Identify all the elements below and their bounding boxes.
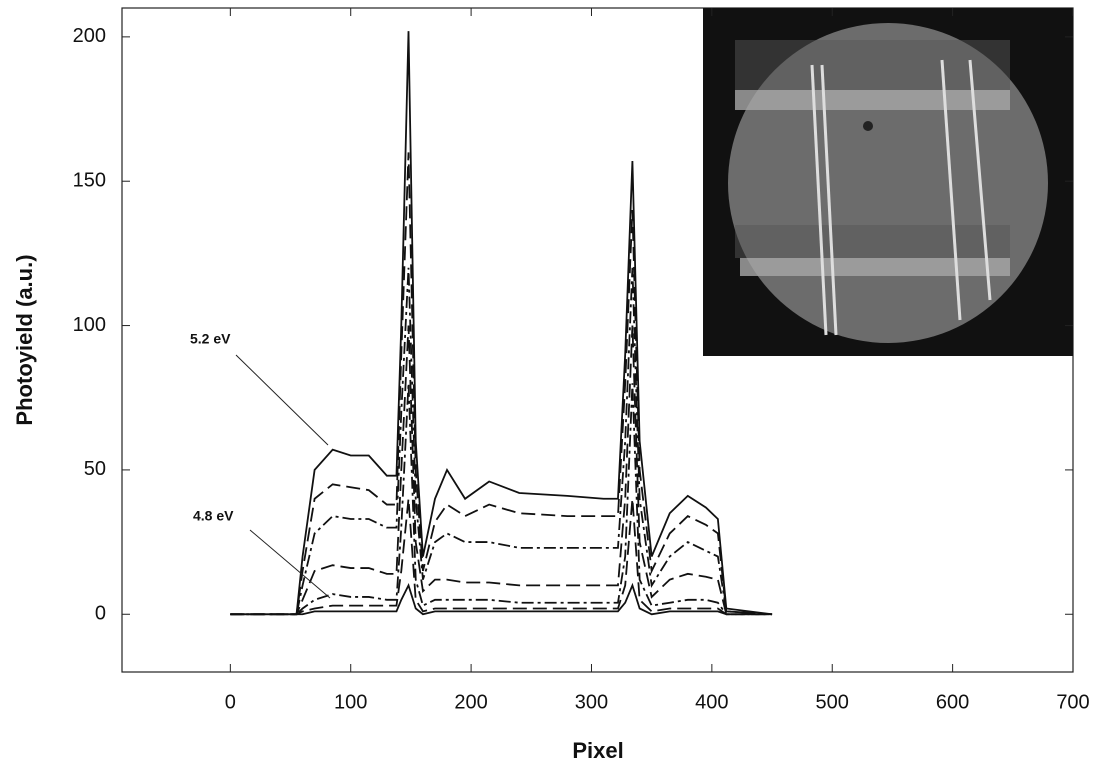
inset-wire: [820, 64, 838, 336]
annotation: 5.2 eV: [190, 331, 231, 347]
data-line: [230, 498, 773, 616]
annotation: 4.8 eV: [193, 508, 234, 524]
x-axis-label: Pixel: [572, 738, 623, 763]
inset-wire: [810, 64, 828, 336]
y-tick-label: 150: [73, 169, 106, 191]
annotation-arrow: [249, 529, 331, 599]
y-axis-label: Photoyield (a.u.): [12, 254, 37, 425]
inset-stripe: [735, 90, 1010, 110]
inset-band: [735, 40, 1010, 90]
inset-band: [735, 225, 1010, 258]
x-tick-label: 200: [454, 691, 487, 713]
x-tick-label: 700: [1056, 691, 1089, 713]
data-line: [230, 152, 773, 616]
x-tick-label: 600: [936, 691, 969, 713]
data-line: [230, 31, 773, 616]
x-tick-label: 0: [225, 691, 236, 713]
x-tick-label: 400: [695, 691, 728, 713]
y-tick-label: 100: [73, 314, 106, 336]
inset-image: [703, 8, 1073, 356]
data-line: [230, 582, 773, 616]
x-tick-label: 100: [334, 691, 367, 713]
x-tick-label: 500: [816, 691, 849, 713]
annotation-arrow: [235, 354, 329, 446]
inset-stripe: [740, 258, 1010, 276]
y-tick-label: 0: [95, 603, 106, 625]
data-line: [230, 325, 773, 616]
x-tick-label: 300: [575, 691, 608, 713]
y-tick-label: 200: [73, 25, 106, 47]
inset-wire: [968, 59, 992, 301]
inset-spot: [863, 121, 873, 131]
data-line: [230, 383, 773, 616]
y-tick-label: 50: [84, 458, 106, 480]
inset-wire: [940, 59, 962, 321]
data-line: [230, 267, 773, 616]
